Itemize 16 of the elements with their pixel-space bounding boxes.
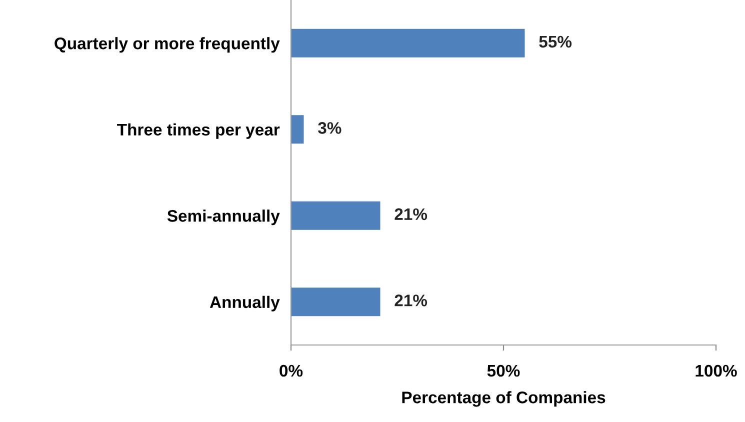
y-tick-label: Semi-annually (167, 210, 280, 226)
data-label: 21% (394, 208, 428, 220)
x-tick-label: 50% (487, 364, 520, 377)
data-label: 21% (394, 294, 428, 306)
data-label: 55% (539, 36, 572, 48)
x-tick-label: 100% (696, 364, 737, 377)
y-tick-label: Annually (210, 296, 280, 312)
y-tick-label: Three times per year (117, 123, 280, 139)
bar (291, 201, 380, 230)
y-tick-label: Quarterly or more frequently (54, 37, 280, 53)
bar (291, 288, 380, 316)
bar (291, 115, 304, 144)
x-tick-label: 0% (280, 364, 303, 377)
bar (291, 28, 525, 58)
data-label: 3% (318, 122, 342, 134)
x-axis-title: Percentage of Companies (402, 391, 606, 407)
